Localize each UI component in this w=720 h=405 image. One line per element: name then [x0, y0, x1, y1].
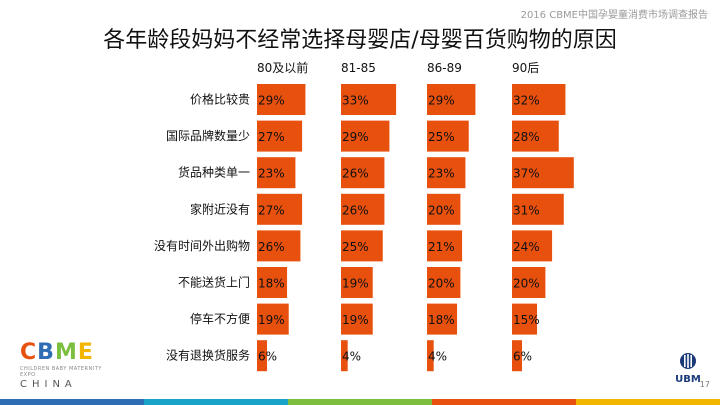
bar	[427, 193, 461, 225]
ubm-globe-icon	[680, 353, 696, 369]
cbme-logo-subtitle: CHILDREN BABY MATERNITY EXPO	[20, 366, 102, 378]
data-label: 4%	[428, 350, 447, 364]
data-label: 29%	[342, 130, 369, 144]
bar	[341, 84, 397, 115]
bar	[341, 303, 373, 335]
footer-color-segment	[432, 399, 576, 405]
category-label: 没有时间外出购物	[154, 238, 250, 253]
bar	[257, 230, 301, 262]
column-header: 80及以前	[257, 60, 308, 75]
footer-color-segment	[576, 399, 720, 405]
category-label: 国际品牌数量少	[166, 128, 250, 143]
data-label: 29%	[258, 94, 285, 108]
data-label: 28%	[513, 130, 540, 144]
bar	[257, 340, 268, 372]
data-label: 32%	[513, 94, 540, 108]
data-label: 26%	[342, 167, 369, 181]
bar	[341, 120, 390, 152]
bar	[257, 157, 296, 189]
bar	[341, 267, 373, 298]
bar	[341, 193, 385, 225]
data-label: 20%	[513, 277, 540, 291]
bar	[341, 230, 383, 262]
footer-color-segment	[144, 399, 288, 405]
column-header: 86-89	[427, 61, 462, 75]
data-label: 19%	[342, 277, 369, 291]
data-label: 29%	[428, 94, 455, 108]
footer-color-bar	[0, 399, 720, 405]
bar	[512, 340, 523, 372]
data-label: 18%	[258, 277, 285, 291]
data-label: 6%	[258, 350, 277, 364]
bar	[427, 230, 463, 262]
data-label: 23%	[428, 167, 455, 181]
category-label: 价格比较贵	[190, 92, 250, 107]
ubm-logo-text: UBM	[675, 374, 701, 385]
bar	[427, 267, 461, 298]
bar	[257, 84, 306, 115]
bar	[427, 157, 466, 189]
bar	[512, 267, 546, 298]
cbme-logo-letter: B	[37, 340, 55, 365]
cbme-logo-letter: M	[54, 340, 78, 365]
data-label: 27%	[258, 130, 285, 144]
data-label: 20%	[428, 203, 455, 217]
cbme-logo: CBME CHILDREN BABY MATERNITY EXPO CHINA	[20, 340, 110, 395]
data-label: 19%	[258, 313, 285, 327]
column-header: 81-85	[341, 61, 376, 75]
data-label: 21%	[428, 240, 455, 254]
bar	[341, 157, 385, 189]
bar	[257, 267, 288, 298]
data-label: 20%	[428, 277, 455, 291]
page-number: 17	[699, 380, 710, 389]
bar	[512, 193, 564, 225]
bar	[427, 120, 469, 152]
data-label: 19%	[342, 313, 369, 327]
cbme-logo-country: CHINA	[20, 379, 77, 390]
data-label: 23%	[258, 167, 285, 181]
bar	[427, 340, 434, 372]
cbme-logo-letters: CBME	[20, 340, 110, 365]
category-label: 停车不方便	[190, 311, 250, 326]
data-label: 31%	[513, 203, 540, 217]
data-label: 25%	[428, 130, 455, 144]
category-label: 家附近没有	[190, 201, 250, 216]
ubm-logo: UBM	[668, 352, 708, 385]
bar	[512, 157, 574, 189]
data-label: 27%	[258, 203, 285, 217]
category-label: 没有退换货服务	[166, 348, 250, 363]
data-label: 25%	[342, 240, 369, 254]
footer-color-segment	[0, 399, 144, 405]
data-label: 15%	[513, 313, 540, 327]
bar	[427, 84, 476, 115]
data-label: 24%	[513, 240, 540, 254]
bar	[257, 120, 303, 152]
data-label: 26%	[258, 240, 285, 254]
data-label: 4%	[342, 350, 361, 364]
bar	[341, 340, 348, 372]
category-label: 货品种类单一	[178, 165, 250, 180]
bar	[512, 230, 553, 262]
footer-color-segment	[288, 399, 432, 405]
data-label: 18%	[428, 313, 455, 327]
column-header: 90后	[512, 61, 539, 75]
data-label: 37%	[513, 167, 540, 181]
category-label: 不能送货上门	[178, 275, 250, 290]
data-label: 26%	[342, 203, 369, 217]
data-label: 6%	[513, 350, 532, 364]
bar	[257, 193, 303, 225]
bar	[257, 303, 289, 335]
bar	[427, 303, 458, 335]
page-title: 各年龄段妈妈不经常选择母婴店/母婴百货购物的原因	[103, 28, 617, 53]
bar	[512, 84, 566, 115]
data-label: 33%	[342, 94, 369, 108]
report-tag: 2016 CBME中国孕婴童消费市场调查报告	[520, 10, 708, 21]
cbme-logo-letter: C	[20, 340, 38, 365]
bar	[512, 303, 538, 335]
bar	[512, 120, 559, 152]
cbme-logo-letter: E	[77, 340, 94, 365]
